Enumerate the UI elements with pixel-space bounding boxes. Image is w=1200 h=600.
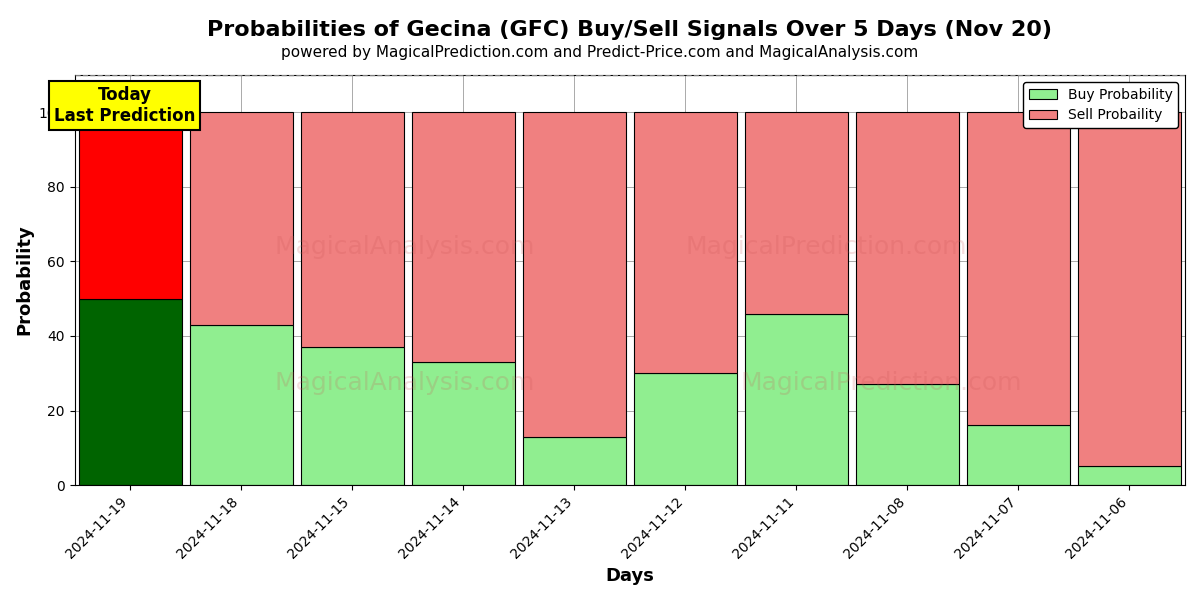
- Bar: [634, 112, 737, 373]
- X-axis label: Days: Days: [605, 567, 654, 585]
- Bar: [78, 299, 182, 485]
- Bar: [190, 325, 293, 485]
- Bar: [412, 112, 515, 362]
- Title: Probabilities of Gecina (GFC) Buy/Sell Signals Over 5 Days (Nov 20): Probabilities of Gecina (GFC) Buy/Sell S…: [208, 20, 1052, 40]
- Bar: [634, 373, 737, 485]
- Bar: [856, 112, 959, 385]
- Text: MagicalPrediction.com: MagicalPrediction.com: [685, 235, 967, 259]
- Bar: [190, 112, 293, 325]
- Text: MagicalAnalysis.com: MagicalAnalysis.com: [275, 371, 535, 395]
- Bar: [523, 112, 626, 437]
- Bar: [967, 112, 1070, 425]
- Legend: Buy Probability, Sell Probaility: Buy Probability, Sell Probaility: [1024, 82, 1178, 128]
- Bar: [301, 112, 404, 347]
- Bar: [523, 437, 626, 485]
- Text: MagicalAnalysis.com: MagicalAnalysis.com: [275, 235, 535, 259]
- Bar: [412, 362, 515, 485]
- Text: MagicalPrediction.com: MagicalPrediction.com: [740, 371, 1022, 395]
- Bar: [301, 347, 404, 485]
- Bar: [745, 314, 848, 485]
- Bar: [856, 385, 959, 485]
- Bar: [1078, 466, 1181, 485]
- Bar: [78, 112, 182, 299]
- Text: powered by MagicalPrediction.com and Predict-Price.com and MagicalAnalysis.com: powered by MagicalPrediction.com and Pre…: [281, 45, 919, 60]
- Y-axis label: Probability: Probability: [16, 224, 34, 335]
- Bar: [745, 112, 848, 314]
- Bar: [967, 425, 1070, 485]
- Bar: [1078, 112, 1181, 466]
- Text: Today
Last Prediction: Today Last Prediction: [54, 86, 196, 125]
